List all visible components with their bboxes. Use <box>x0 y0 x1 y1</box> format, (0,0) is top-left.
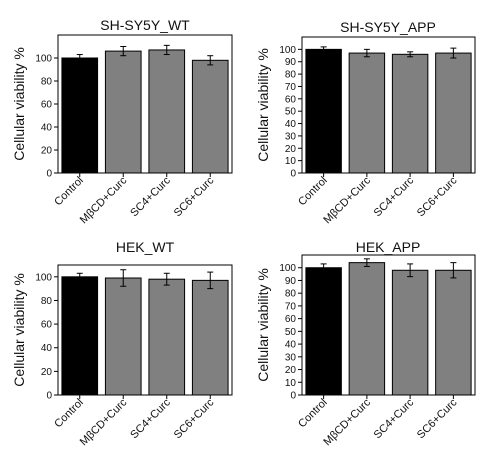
x-tick-label: MβCD+Curc <box>321 174 373 226</box>
y-tick-label: 0 <box>290 169 296 180</box>
y-tick-label: 60 <box>285 94 297 105</box>
y-tick-label: 100 <box>279 45 296 56</box>
y-tick-label: 20 <box>41 146 53 157</box>
bar <box>191 279 229 396</box>
y-tick-label: 10 <box>285 156 297 167</box>
chart-title: HEK_WT <box>116 239 175 255</box>
y-tick-label: 10 <box>285 378 297 389</box>
chart-title: HEK_APP <box>356 239 421 255</box>
y-tick-label: 100 <box>35 272 52 283</box>
y-tick-label: 30 <box>285 352 297 363</box>
bar <box>435 269 472 396</box>
y-tick-label: 80 <box>285 289 297 300</box>
bar <box>61 276 99 396</box>
y-tick-label: 70 <box>285 82 297 93</box>
y-tick-label: 0 <box>46 391 52 402</box>
x-tick-label: MβCD+Curc <box>78 396 130 448</box>
chart-title: SH-SY5Y_WT <box>100 17 190 33</box>
y-tick-label: 40 <box>41 123 53 134</box>
bar <box>305 48 342 174</box>
y-tick-label: 20 <box>41 367 53 378</box>
x-tick-label: Control <box>52 175 86 209</box>
y-tick-label: 80 <box>41 296 53 307</box>
x-tick-label: Control <box>296 397 330 431</box>
plot-frame <box>301 254 476 396</box>
plot-frame <box>301 36 476 174</box>
bar <box>391 53 429 174</box>
x-tick-label: Control <box>52 397 86 431</box>
y-tick-label: 30 <box>285 131 297 142</box>
x-tick-label: MβCD+Curc <box>78 174 130 226</box>
bar <box>104 50 142 174</box>
x-tick-label: SC6+Curc <box>415 396 460 441</box>
bar <box>348 262 386 396</box>
y-tick-label: 40 <box>285 119 297 130</box>
y-tick-label: 90 <box>285 57 297 68</box>
y-tick-label: 50 <box>285 107 297 118</box>
y-tick-label: 100 <box>279 263 296 274</box>
y-tick-label: 50 <box>285 327 297 338</box>
y-tick-label: 40 <box>41 343 53 354</box>
x-tick-label: SC6+Curc <box>415 174 460 219</box>
y-tick-label: 0 <box>290 391 296 402</box>
bar <box>148 49 186 174</box>
y-tick-label: 60 <box>285 314 297 325</box>
y-tick-label: 20 <box>285 365 297 376</box>
y-tick-label: 80 <box>41 77 53 88</box>
bar <box>148 278 186 396</box>
bar <box>348 52 386 174</box>
bar <box>305 267 342 396</box>
y-tick-label: 60 <box>41 100 53 111</box>
x-tick-label: MβCD+Curc <box>321 396 373 448</box>
chart-panel: HEK_WT Cellular viability % 0 20 40 60 80 100 Co… <box>11 239 233 448</box>
bar <box>435 52 472 174</box>
y-axis-label: Cellular viability % <box>255 48 271 162</box>
y-axis-label: Cellular viability % <box>255 268 271 382</box>
x-tick-label: SC4+Curc <box>372 174 417 219</box>
bar <box>391 269 429 396</box>
x-tick-label: SC4+Curc <box>128 396 173 441</box>
chart-panel: SH-SY5Y_WT Cellular viability % 0 20 40 60 80 1… <box>11 17 233 226</box>
x-tick-label: SC6+Curc <box>172 396 217 441</box>
y-axis-label: Cellular viability % <box>11 47 27 161</box>
bar <box>191 59 229 174</box>
x-tick-label: SC6+Curc <box>172 174 217 219</box>
bar <box>104 277 142 396</box>
y-tick-label: 80 <box>285 70 297 81</box>
y-tick-label: 20 <box>285 144 297 155</box>
x-tick-label: Control <box>296 175 330 209</box>
bar <box>61 57 99 174</box>
y-tick-label: 70 <box>285 301 297 312</box>
y-axis-label: Cellular viability % <box>11 273 27 387</box>
x-tick-label: SC4+Curc <box>372 396 417 441</box>
y-tick-label: 40 <box>285 340 297 351</box>
x-tick-label: SC4+Curc <box>128 174 173 219</box>
chart-title: SH-SY5Y_APP <box>340 19 436 35</box>
plot-frame <box>57 264 233 396</box>
y-tick-label: 60 <box>41 320 53 331</box>
y-tick-label: 0 <box>46 169 52 180</box>
y-tick-label: 90 <box>285 276 297 287</box>
y-tick-label: 100 <box>35 54 52 65</box>
